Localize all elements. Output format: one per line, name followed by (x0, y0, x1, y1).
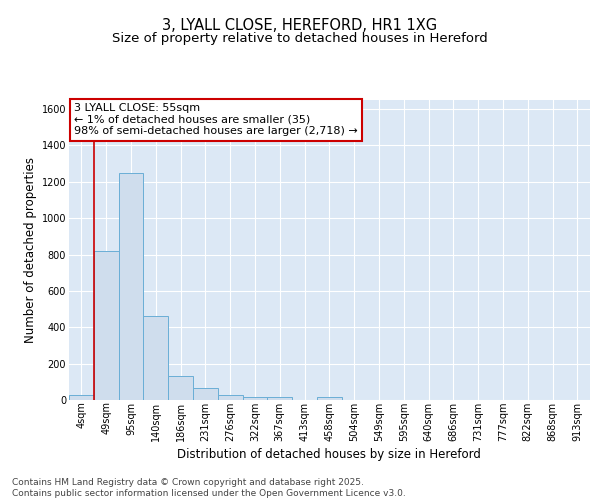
Bar (143, 316, 168, 400)
Bar (268, 398, 292, 400)
Text: 3, LYALL CLOSE, HEREFORD, HR1 1XG: 3, LYALL CLOSE, HEREFORD, HR1 1XG (163, 18, 437, 32)
Bar (242, 396, 268, 400)
X-axis label: Distribution of detached houses by size in Hereford: Distribution of detached houses by size … (178, 448, 481, 461)
Bar (168, 376, 193, 400)
Bar (317, 398, 342, 400)
Text: Size of property relative to detached houses in Hereford: Size of property relative to detached ho… (112, 32, 488, 45)
Bar (193, 388, 218, 400)
Text: Contains HM Land Registry data © Crown copyright and database right 2025.
Contai: Contains HM Land Registry data © Crown c… (12, 478, 406, 498)
Bar (119, 172, 143, 400)
Text: 3 LYALL CLOSE: 55sqm
← 1% of detached houses are smaller (35)
98% of semi-detach: 3 LYALL CLOSE: 55sqm ← 1% of detached ho… (74, 103, 358, 136)
Y-axis label: Number of detached properties: Number of detached properties (25, 157, 37, 343)
Bar (218, 395, 242, 400)
Bar (69, 394, 94, 400)
Bar (94, 251, 119, 400)
